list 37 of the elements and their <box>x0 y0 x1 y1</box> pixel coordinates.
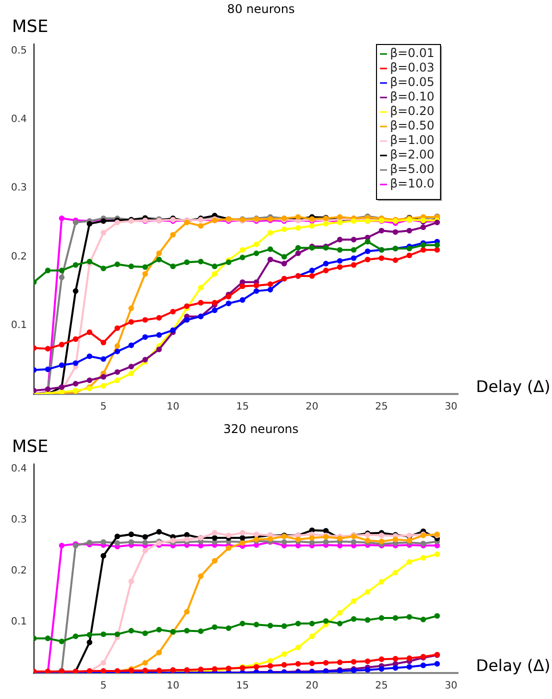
y-axis-title: MSE <box>12 17 48 37</box>
chart-title: 80 neurons <box>227 2 295 16</box>
legend-label: β=0.03 <box>390 60 434 75</box>
legend-label: β=1.00 <box>390 133 434 148</box>
y-axis-title: MSE <box>12 437 48 457</box>
legend-label: β=2.00 <box>390 148 434 162</box>
chart-title: 320 neurons <box>223 422 299 436</box>
legend-label: β=0.20 <box>390 104 434 118</box>
x-tick-label: 15 <box>236 680 249 692</box>
y-tick-label: 0.2 <box>10 566 27 577</box>
y-tick-label: 0.1 <box>10 616 27 628</box>
x-tick-label: 25 <box>375 680 388 692</box>
x-tick-label: 15 <box>236 402 249 413</box>
x-tick-label: 5 <box>100 402 107 413</box>
x-tick-label: 20 <box>306 402 318 413</box>
legend-label: β=0.05 <box>390 75 434 90</box>
x-axis-title: Delay (Δ) <box>476 656 550 675</box>
y-tick-label: 0.3 <box>10 514 27 526</box>
x-tick-label: 25 <box>375 402 388 413</box>
x-tick-label: 10 <box>166 402 180 413</box>
legend-label: β=0.01 <box>390 46 434 60</box>
legend-label: β=5.00 <box>390 162 434 176</box>
y-tick-label: 0.5 <box>10 45 27 56</box>
y-tick-label: 0.3 <box>10 182 27 194</box>
y-tick-label: 0.2 <box>10 251 27 262</box>
x-tick-label: 20 <box>306 680 318 692</box>
legend-label: β=0.10 <box>390 90 434 104</box>
y-tick-label: 0.4 <box>10 114 27 126</box>
x-tick-label: 10 <box>166 680 180 692</box>
y-tick-label: 0.4 <box>10 464 27 475</box>
y-tick-label: 0.1 <box>10 320 27 331</box>
x-axis-title: Delay (Δ) <box>476 377 550 396</box>
x-tick-label: 30 <box>444 402 458 413</box>
x-tick-label: 5 <box>100 680 107 692</box>
legend-label: β=0.50 <box>390 118 434 133</box>
legend-label: β=10.0 <box>390 176 434 191</box>
x-tick-label: 30 <box>444 680 458 692</box>
